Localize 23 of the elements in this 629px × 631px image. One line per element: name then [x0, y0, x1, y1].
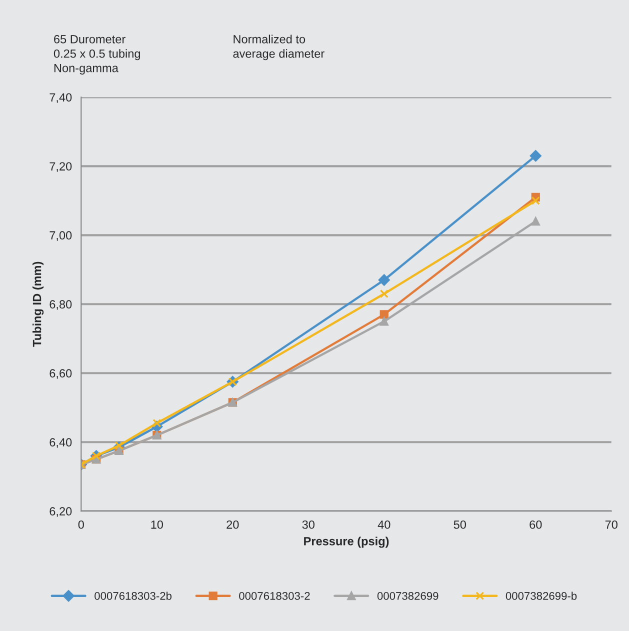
- y-tick-label: 7,40: [50, 93, 72, 103]
- legend-label: 0007382699: [377, 592, 438, 600]
- y-tick-label: 6,80: [50, 300, 72, 310]
- text: 65 Durometer 0.25 x 0.5 tubing Non-gamma: [54, 35, 140, 75]
- x-tick-label: 10: [151, 520, 163, 529]
- x-tick-label: 40: [378, 520, 390, 529]
- y-tick-label: 7,00: [50, 231, 72, 241]
- x-tick-label: 60: [530, 520, 542, 529]
- y-tick-label: 6,40: [50, 438, 72, 448]
- x-tick-label: 20: [226, 520, 239, 529]
- legend-label: 0007618303-2b: [94, 592, 172, 600]
- y-axis-title: Tubing ID (mm): [32, 262, 44, 347]
- legend-label: 0007382699-b: [506, 592, 577, 600]
- x-axis-title: Pressure (psig): [304, 536, 389, 548]
- text: Normalized to average diameter: [233, 34, 324, 60]
- legend-label: 0007618303-2: [239, 592, 310, 600]
- y-tick-label: 6,20: [50, 507, 72, 517]
- y-tick-label: 7,20: [50, 162, 72, 172]
- x-tick-label: 30: [302, 520, 314, 529]
- y-tick-label: 6,60: [50, 369, 72, 379]
- x-tick-label: 0: [78, 520, 84, 529]
- x-tick-label: 70: [605, 520, 618, 529]
- x-tick-label: 50: [454, 520, 466, 529]
